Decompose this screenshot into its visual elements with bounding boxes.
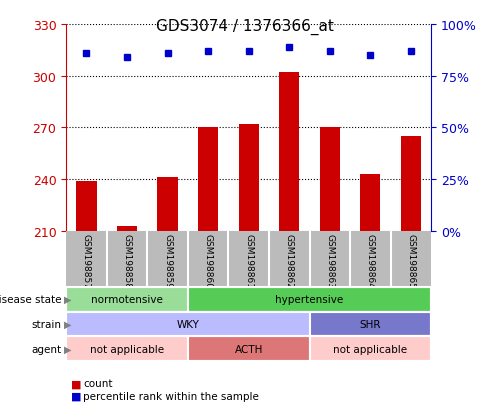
Bar: [198, 128, 218, 231]
Text: WKY: WKY: [176, 319, 199, 329]
Text: ▶: ▶: [64, 344, 71, 354]
Bar: [66, 312, 310, 337]
Bar: [310, 312, 431, 337]
Text: GDS3074 / 1376366_at: GDS3074 / 1376366_at: [156, 19, 334, 35]
Text: GSM198859: GSM198859: [163, 233, 172, 288]
Bar: [66, 337, 188, 361]
Bar: [401, 137, 421, 231]
Bar: [360, 174, 381, 231]
Text: GSM198864: GSM198864: [366, 233, 375, 288]
Bar: [76, 181, 97, 231]
Bar: [117, 226, 137, 231]
Bar: [239, 125, 259, 231]
Bar: [188, 287, 431, 312]
Text: GSM198862: GSM198862: [285, 233, 294, 288]
Text: not applicable: not applicable: [333, 344, 407, 354]
Bar: [188, 337, 310, 361]
Text: GSM198863: GSM198863: [325, 233, 334, 288]
Text: GSM198857: GSM198857: [82, 233, 91, 288]
Bar: [279, 73, 299, 231]
Text: ▶: ▶: [64, 319, 71, 329]
Text: ACTH: ACTH: [235, 344, 263, 354]
Text: ■: ■: [71, 391, 81, 401]
Text: hypertensive: hypertensive: [275, 294, 343, 304]
Text: GSM198860: GSM198860: [204, 233, 213, 288]
Bar: [66, 287, 188, 312]
Text: GSM198858: GSM198858: [122, 233, 131, 288]
Text: not applicable: not applicable: [90, 344, 164, 354]
Text: GSM198865: GSM198865: [406, 233, 416, 288]
Text: disease state: disease state: [0, 294, 61, 304]
Text: percentile rank within the sample: percentile rank within the sample: [83, 391, 259, 401]
Bar: [319, 128, 340, 231]
Text: GSM198861: GSM198861: [244, 233, 253, 288]
Text: count: count: [83, 378, 113, 388]
Text: SHR: SHR: [360, 319, 381, 329]
Text: agent: agent: [31, 344, 61, 354]
Bar: [310, 337, 431, 361]
Text: normotensive: normotensive: [91, 294, 163, 304]
Bar: [157, 178, 178, 231]
Text: strain: strain: [31, 319, 61, 329]
Text: ■: ■: [71, 378, 81, 388]
Text: ▶: ▶: [64, 294, 71, 304]
